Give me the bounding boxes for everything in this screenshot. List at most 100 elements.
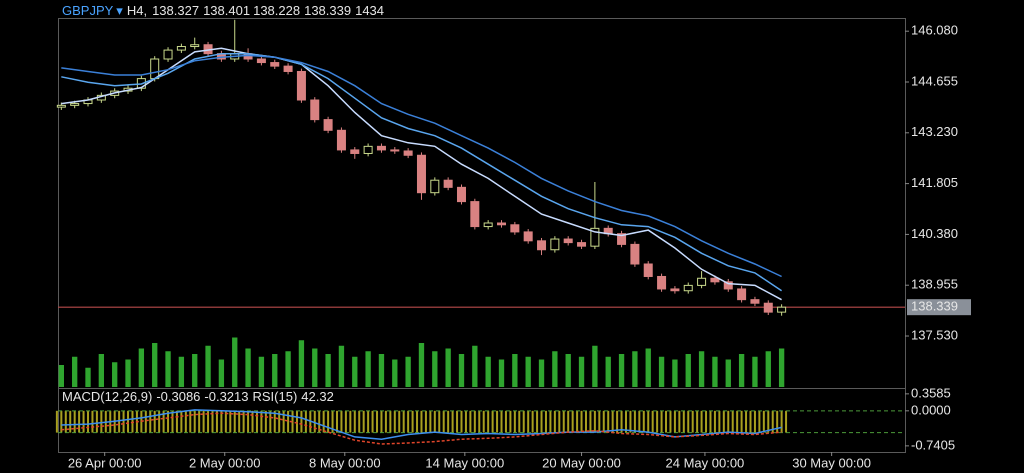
macd-histogram-bar <box>55 410 58 433</box>
macd-histogram-bar <box>616 410 619 433</box>
last-low: 138.228 <box>253 3 300 18</box>
macd-histogram-bar <box>522 410 525 433</box>
macd-histogram-bar <box>424 410 427 433</box>
macd-histogram-bar <box>358 410 361 433</box>
macd-histogram-bar <box>158 410 161 433</box>
macd-histogram-bar <box>175 410 178 433</box>
volume-bar <box>258 356 265 387</box>
moving-average <box>61 52 783 292</box>
candle-body <box>483 222 493 228</box>
macd-histogram-bar <box>407 410 410 433</box>
macd-histogram-bar <box>295 410 298 433</box>
candle-body <box>270 62 280 67</box>
macd-histogram-bar <box>491 410 494 433</box>
macd-histogram-bar <box>456 410 459 433</box>
macd-histogram-bar <box>651 410 654 433</box>
symbol-menu[interactable]: ▾ <box>116 3 123 18</box>
macd-histogram-bar <box>87 410 90 433</box>
last-close: 138.339 <box>304 3 351 18</box>
macd-histogram-bar <box>464 410 467 433</box>
candle-body <box>510 224 520 233</box>
candle-body <box>363 145 373 154</box>
volume-bar <box>138 348 145 387</box>
macd-histogram-bar <box>665 410 668 433</box>
macd-histogram-bar <box>100 410 103 433</box>
macd-histogram-bar <box>229 410 232 433</box>
x-tick-label: 30 May 00:00 <box>792 455 871 470</box>
candle-body <box>176 46 186 51</box>
macd-histogram-bar <box>602 410 605 433</box>
macd-histogram-bar <box>380 410 383 433</box>
macd-main: -0.3086 <box>156 389 200 404</box>
macd-histogram-bar <box>202 410 205 433</box>
macd-histogram-bar <box>642 410 645 433</box>
macd-histogram-bar <box>762 410 765 433</box>
macd-histogram-bar <box>776 410 779 433</box>
macd-histogram-bar <box>402 410 405 433</box>
candle-body <box>683 284 693 292</box>
macd-histogram-bar <box>713 410 716 433</box>
macd-histogram-bar <box>220 410 223 433</box>
macd-histogram-bar <box>473 410 476 433</box>
macd-histogram-bar <box>620 410 623 433</box>
x-tick-label: 2 May 00:00 <box>189 455 261 470</box>
volume-bar <box>538 359 545 387</box>
candle-body <box>256 58 266 64</box>
macd-histogram-bar <box>758 410 761 433</box>
macd-histogram-bar <box>149 410 152 433</box>
volume-bar <box>565 354 571 387</box>
symbol[interactable]: GBPJPY <box>62 3 114 18</box>
moving-average <box>61 47 782 301</box>
macd-histogram-bar <box>513 410 516 433</box>
macd-histogram-bar <box>460 410 463 433</box>
candle-body <box>497 222 507 226</box>
x-tick-label: 24 May 00:00 <box>666 455 745 470</box>
macd-histogram-bar <box>264 410 267 433</box>
macd-histogram-bar <box>527 410 530 433</box>
macd-histogram-bar <box>131 410 134 433</box>
rsi-value: 42.32 <box>301 389 334 404</box>
y-tick-label: -0.7405 <box>911 437 955 452</box>
volume-bar <box>765 351 771 387</box>
macd-histogram-bar <box>144 410 147 433</box>
timeframe: H4, <box>127 3 147 18</box>
volume-bar <box>498 359 505 387</box>
candle-body <box>310 99 320 121</box>
macd-histogram-bar <box>496 410 499 433</box>
volume-bar <box>285 351 291 387</box>
macd-histogram-bar <box>691 410 694 433</box>
candle-body <box>523 231 533 242</box>
macd-histogram-bar <box>304 410 307 433</box>
x-tick-label: 14 May 00:00 <box>425 455 504 470</box>
macd-histogram-bar <box>242 410 245 433</box>
macd-histogram-bar <box>482 410 485 433</box>
candle-body <box>550 238 560 251</box>
macd-histogram-bar <box>416 410 419 433</box>
volume-bar <box>738 354 745 387</box>
candle-body <box>403 150 413 156</box>
macd-histogram-bar <box>669 410 672 433</box>
macd-histogram-bar <box>340 410 343 433</box>
macd-histogram-bar <box>696 410 699 433</box>
macd-histogram-bar <box>580 410 583 433</box>
volume-bar <box>698 351 705 387</box>
macd-histogram-bar <box>722 410 725 433</box>
macd-histogram-bar <box>469 410 472 433</box>
macd-histogram-bar <box>95 410 98 433</box>
macd-histogram-bar <box>780 410 783 433</box>
volume-bar <box>125 359 131 387</box>
volume-bar <box>405 356 411 387</box>
macd-histogram-bar <box>553 410 556 433</box>
macd-histogram-bar <box>673 410 676 433</box>
candle-body <box>323 119 333 131</box>
macd-histogram-bar <box>438 410 441 433</box>
macd-histogram-bar <box>60 410 63 433</box>
macd-histogram-bar <box>518 410 521 433</box>
macd-histogram-bar <box>487 410 490 433</box>
candle-body <box>350 149 360 154</box>
volume-bar <box>192 354 198 387</box>
macd-histogram-bar <box>322 410 325 433</box>
candle-body <box>390 149 400 152</box>
macd-histogram-bar <box>384 410 387 433</box>
